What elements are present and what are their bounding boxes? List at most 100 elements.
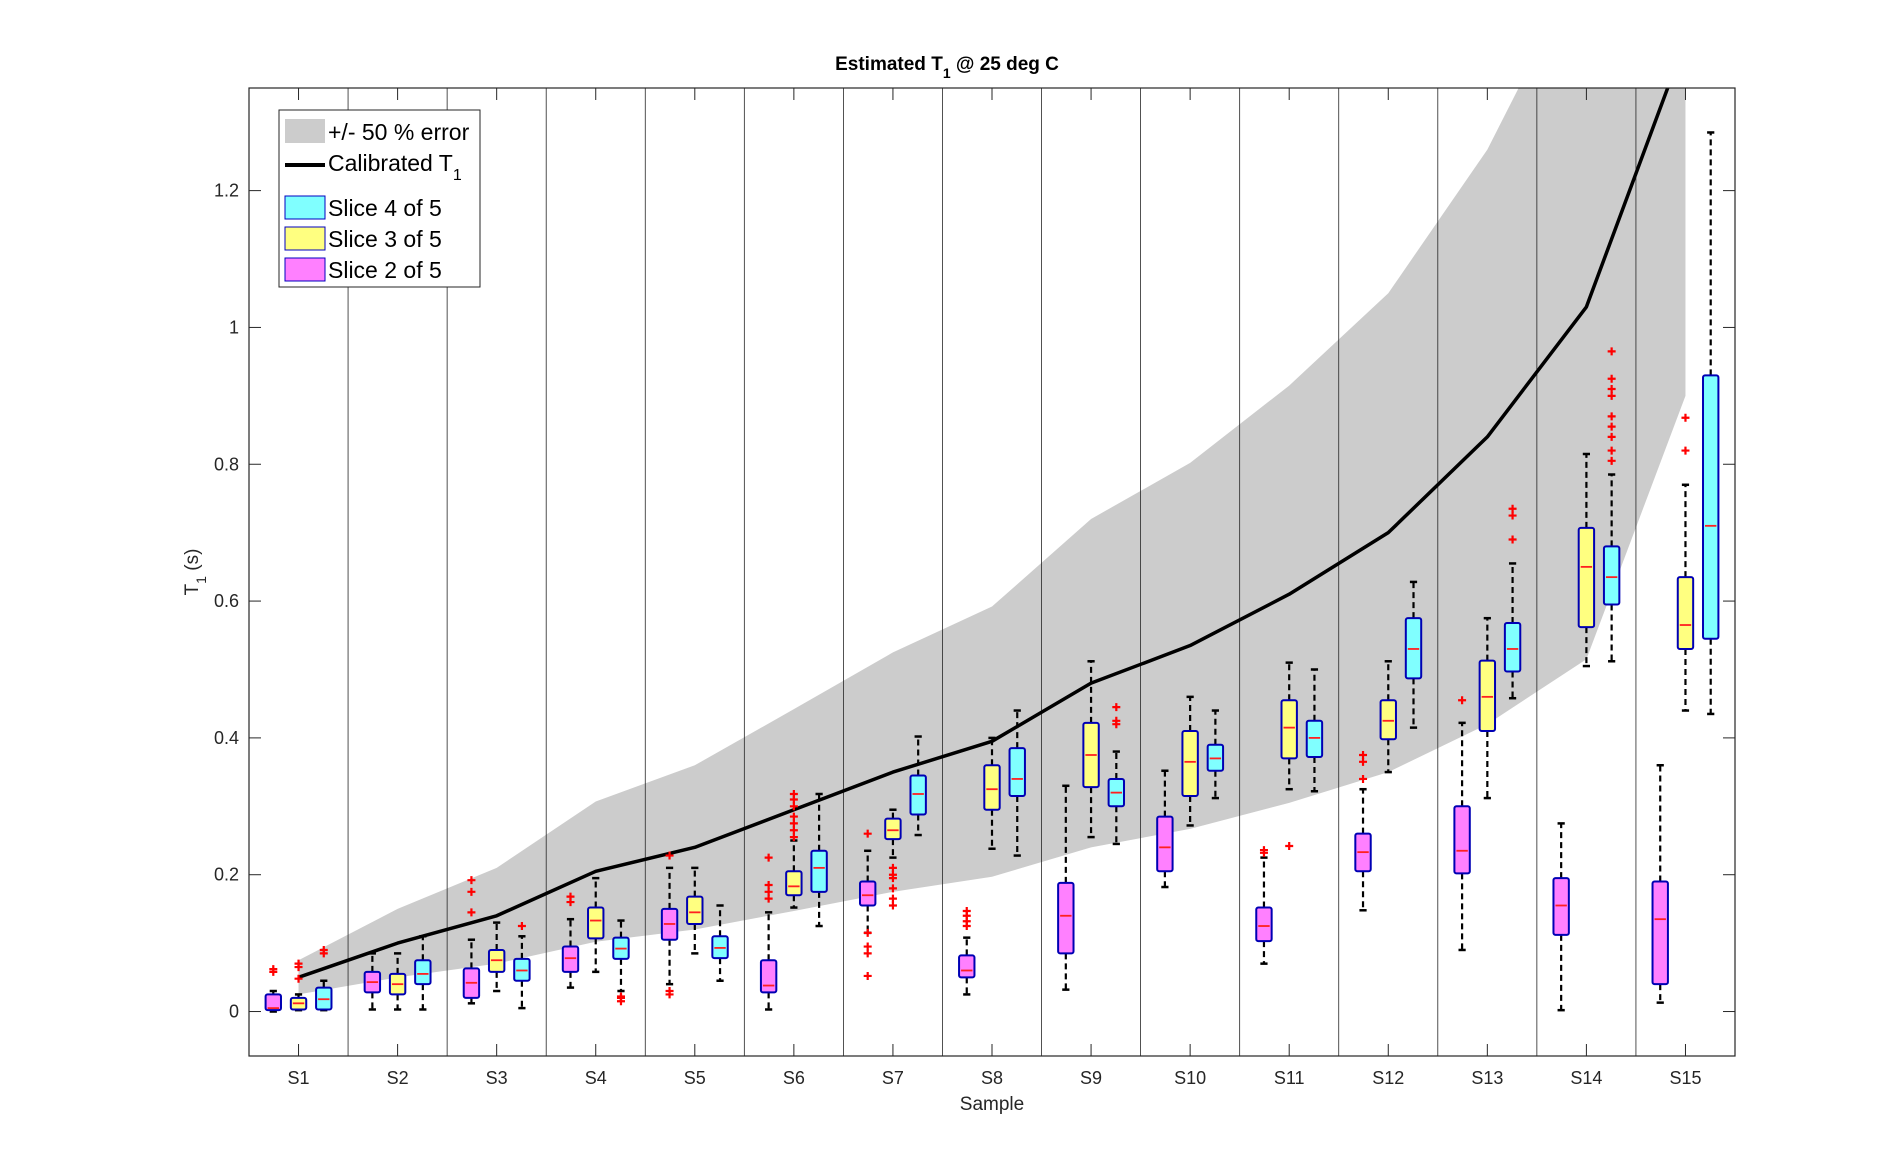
box-slice-4-of-5-s7 [909,735,927,837]
box-slice-2-of-5-s14 [1552,822,1570,1012]
x-axis-ticks: S1 S2 S3 S4 S5 S6 S7 S8 S9 S10 S11 S12 S13 S14 S15 [288,88,1701,1088]
box-iqr [1676,576,1695,650]
outlier-marker [319,945,328,954]
outlier-marker [789,802,798,811]
y-axis-ticks: 0 0.2 0.4 0.6 0.8 1 1.2 [214,181,1735,1022]
x-axis-label: Sample [960,1094,1024,1115]
legend-label-slice-4: Slice 4 of 5 [328,195,442,221]
x-tick-label: S11 [1274,1068,1305,1088]
box-slice-2-of-5-s2 [363,952,382,1011]
box-slice-2-of-5-s11 [1255,846,1273,965]
outlier-marker [1508,504,1517,513]
box-iqr [264,993,282,1012]
y-tick-label: 1.2 [214,181,239,201]
outlier-marker [789,819,798,828]
outlier-marker [1359,757,1368,766]
box-slice-3-of-5-s5 [686,866,704,955]
y-tick-label: 0 [229,1002,239,1022]
x-tick-label: S4 [585,1068,607,1088]
box-slice-2-of-5-s7 [858,829,877,980]
box-slice-2-of-5-s12 [1354,750,1372,912]
box-iqr [785,870,803,897]
x-tick-label: S5 [684,1068,706,1088]
outlier-marker [789,833,798,842]
box-slice-3-of-5-s7 [884,808,902,910]
box-slice-2-of-5-s10 [1156,769,1174,889]
box-iqr [1453,805,1471,875]
box-slice-4-of-5-s11 [1305,668,1324,793]
y-axis-label: T1 (s) [182,549,209,596]
x-tick-label: S3 [486,1068,508,1088]
box-layer [264,131,1720,1013]
outlier-marker [467,887,476,896]
outlier-marker [962,906,971,915]
y-tick-label: 1 [229,317,239,337]
box-slice-4-of-5-s9 [1107,703,1126,846]
box-slice-4-of-5-s13 [1503,504,1522,700]
box-slice-2-of-5-s4 [561,892,580,989]
box-iqr [1008,747,1026,798]
box-slice-2-of-5-s6 [759,853,778,1011]
outlier-marker [294,974,303,983]
box-slice-3-of-5-s11 [1280,661,1298,850]
outlier-marker [1508,511,1517,520]
outlier-marker [1681,413,1690,422]
outlier-marker [764,880,773,889]
x-tick-label: S13 [1471,1068,1503,1088]
box-iqr [1181,730,1199,798]
outlier-marker [789,826,798,835]
y-tick-label: 0.6 [214,591,239,611]
outlier-marker [517,922,526,931]
box-iqr [1503,621,1522,673]
outlier-marker [764,894,773,903]
outlier-marker [1607,432,1616,441]
box-slice-3-of-5-s15 [1676,413,1695,712]
box-iqr [1255,906,1273,943]
box-slice-4-of-5-s1 [315,945,333,1012]
box-iqr [561,945,580,973]
outlier-marker [764,887,773,896]
outlier-marker [1607,456,1616,465]
box-iqr [909,774,927,816]
outlier-marker [1112,716,1121,725]
legend-swatch-slice-2 [284,257,326,282]
box-iqr [884,817,902,841]
box-iqr [587,906,605,940]
legend: +/- 50 % error Calibrated T1 Slice 4 of … [278,109,481,288]
outlier-marker [1112,703,1121,712]
box-iqr [1602,545,1621,606]
outlier-marker [1607,347,1616,356]
box-iqr [810,849,828,893]
box-slice-2-of-5-s15 [1651,764,1669,1004]
outlier-marker [665,851,674,860]
outlier-marker [888,884,897,893]
box-slice-4-of-5-s4 [612,919,630,1006]
box-slice-2-of-5-s1 [264,965,282,1013]
box-iqr [1651,880,1669,986]
box-iqr [1478,659,1497,733]
outlier-marker [888,870,897,879]
outlier-marker [1508,535,1517,544]
x-tick-label: S2 [387,1068,409,1088]
outlier-marker [1681,446,1690,455]
outlier-marker [863,829,872,838]
y-tick-label: 0.4 [214,728,239,748]
x-tick-label: S8 [981,1068,1003,1088]
box-slice-3-of-5-s4 [587,876,605,974]
x-tick-label: S9 [1080,1068,1102,1088]
box-slice-2-of-5-s8 [958,906,976,996]
outlier-marker [269,965,278,974]
box-slice-2-of-5-s13 [1453,696,1471,952]
outlier-marker [1607,422,1616,431]
outlier-marker [863,971,872,980]
legend-swatch-error-band [285,119,325,143]
x-tick-label: S14 [1570,1068,1602,1088]
box-iqr [1702,374,1720,640]
box-iqr [858,880,877,907]
outlier-marker [789,789,798,798]
box-slice-3-of-5-s6 [785,789,803,909]
box-iqr [1305,719,1324,759]
outlier-marker [616,992,625,1001]
box-slice-4-of-5-s15 [1702,131,1720,716]
outlier-marker [1607,391,1616,400]
